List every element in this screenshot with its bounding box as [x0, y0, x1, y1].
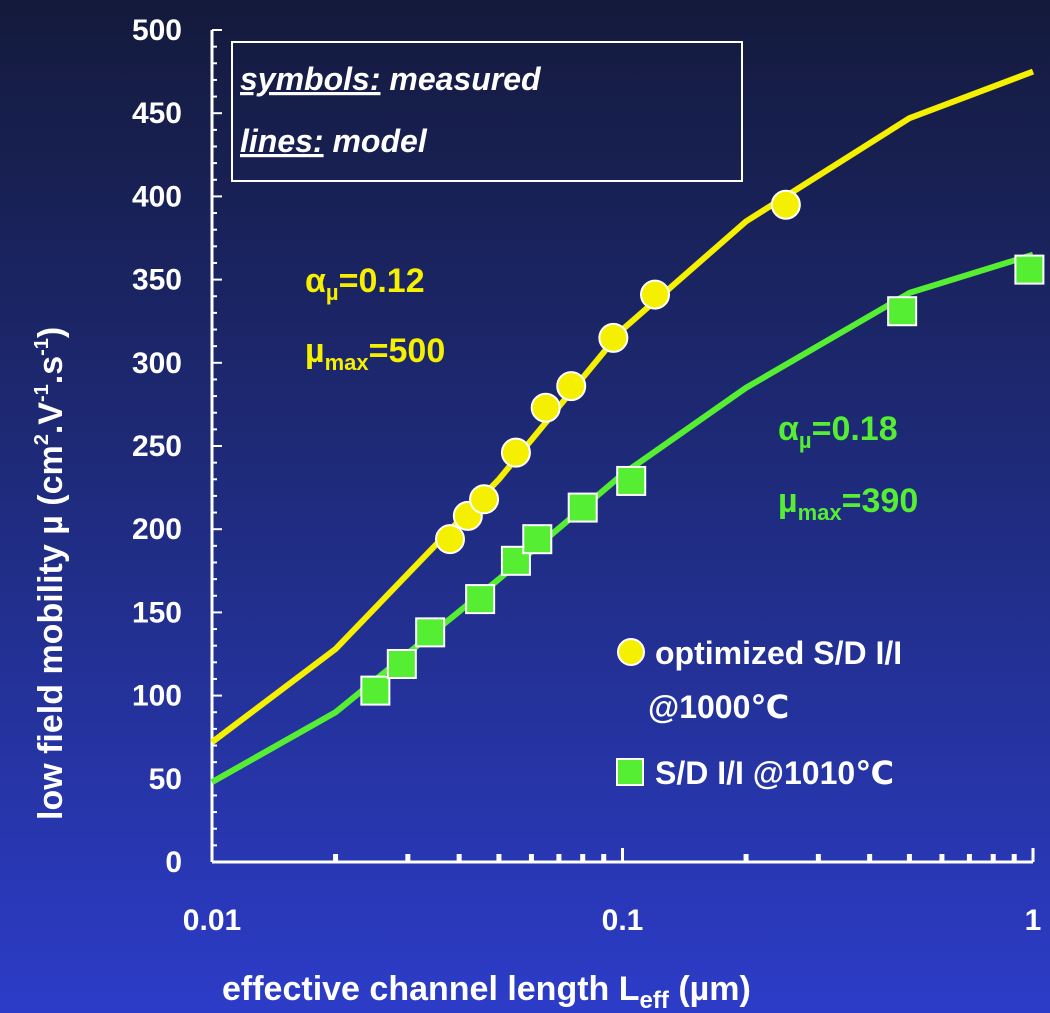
alpha-value: =0.18: [812, 410, 898, 448]
y-tick-label: 400: [132, 180, 182, 213]
note-box: [231, 41, 743, 182]
mu-value: =500: [369, 332, 446, 370]
data-point-optimized: [530, 392, 561, 423]
x-axis-label: effective channel length Leff (µm): [222, 970, 751, 1013]
data-point-standard: [465, 584, 496, 615]
data-point-optimized: [640, 279, 671, 310]
mumax-annotation-standard: µmax=390: [778, 482, 918, 525]
alpha-symbol: α: [305, 262, 326, 300]
x-axis-label-tail: (µm): [669, 970, 751, 1008]
data-point-standard: [386, 648, 417, 679]
legend-marker-standard: [616, 758, 644, 786]
data-point-optimized: [435, 524, 466, 555]
y-tick-label: 200: [132, 513, 182, 546]
y-tick-label: 100: [132, 680, 182, 713]
mu-subscript: max: [798, 500, 843, 525]
y-axis-label-mid2: .s: [32, 356, 70, 384]
data-point-optimized: [500, 437, 531, 468]
y-tick-label: 150: [132, 596, 182, 629]
y-tick-label: 350: [132, 264, 182, 297]
y-axis-label-tail: ): [32, 327, 70, 338]
note-line-1-rest: measured: [380, 61, 542, 97]
note-line-1: symbols: measured: [240, 61, 542, 97]
data-point-optimized: [770, 189, 801, 220]
alpha-annotation-optimized: αµ=0.12: [305, 262, 425, 305]
alpha-subscript: µ: [326, 280, 339, 305]
data-point-standard: [415, 617, 446, 648]
legend-marker-optimized: [617, 638, 645, 666]
axes-layer: 0 50 100 150 200 250 300 350 400 450 500 0.01 0.1 1: [132, 14, 1041, 937]
y-tick-label: 300: [132, 347, 182, 380]
y-axis-label: low field mobility µ (cm2.V-1.s-1): [31, 327, 70, 820]
markers-layer: [360, 189, 1045, 706]
data-point-standard: [360, 675, 391, 706]
x-axis-label-main: effective channel length L: [222, 970, 640, 1008]
y-tick-label: 500: [132, 14, 182, 47]
y-axis-label-main: low field mobility µ (cm: [32, 445, 70, 820]
legend-label-optimized-line-2: @1000℃: [648, 689, 789, 725]
y-axis-label-mid: .V: [32, 402, 70, 434]
data-point-standard: [522, 524, 553, 555]
alpha-subscript: µ: [799, 428, 812, 453]
note-line-2: lines: model: [240, 123, 428, 159]
data-point-optimized: [598, 322, 629, 353]
alpha-symbol: α: [778, 410, 799, 448]
data-point-optimized: [469, 484, 500, 515]
legend-label-optimized-line-1: optimized S/D I/I: [655, 635, 902, 671]
alpha-value: =0.12: [339, 262, 425, 300]
y-axis-label-sup2: -1: [31, 384, 53, 402]
mu-symbol: µ: [778, 482, 798, 520]
x-tick-label: 0.01: [183, 904, 241, 937]
data-point-standard: [567, 492, 598, 523]
y-axis-label-sup1: 2: [31, 434, 53, 445]
x-tick-label: 0.1: [602, 904, 644, 937]
mumax-annotation-optimized: µmax=500: [305, 332, 445, 375]
data-point-standard: [1014, 254, 1045, 285]
alpha-annotation-standard: αµ=0.18: [778, 410, 898, 453]
mu-value: =390: [842, 482, 919, 520]
note-line-2-prefix: lines:: [240, 123, 324, 159]
y-tick-label: 450: [132, 97, 182, 130]
legend-label-standard: S/D I/I @1010℃: [655, 755, 894, 791]
y-axis-label-sup3: -1: [31, 338, 53, 356]
y-tick-label: 50: [149, 763, 182, 796]
x-tick-label: 1: [1025, 904, 1042, 937]
note-line-1-prefix: symbols:: [240, 61, 380, 97]
mu-symbol: µ: [305, 332, 325, 370]
data-point-standard: [887, 296, 918, 327]
x-axis-label-sub: eff: [640, 987, 670, 1013]
data-point-optimized: [556, 371, 587, 402]
y-tick-label: 250: [132, 430, 182, 463]
note-line-2-rest: model: [324, 123, 428, 159]
y-tick-label: 0: [165, 846, 182, 879]
mu-subscript: max: [325, 350, 370, 375]
data-point-standard: [616, 465, 647, 496]
